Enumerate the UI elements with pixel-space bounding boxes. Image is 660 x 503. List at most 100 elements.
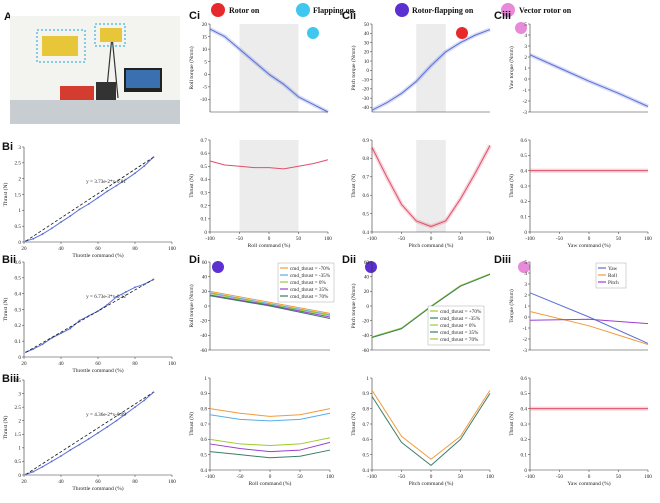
y-tick-label: 5 [204,60,207,66]
data-point [97,432,99,434]
chart-Di-top: -60 -40 -20 0 20 40 60 Roll torque (Nmm) cmd_thr… [188,260,335,354]
y-tick-label: 3 [18,145,21,151]
data-point [87,314,90,317]
y-tick-label: 0 [18,240,21,246]
rotor-on-label: Rotor on [229,6,260,15]
y-tick-label: 1 [524,304,527,310]
data-point [97,196,99,199]
y-axis-label: Thrust (N) [350,174,357,198]
y-tick-label: 0.4 [15,291,22,297]
series-line-1 [209,412,331,422]
y-tick-label: 0 [204,304,207,310]
y-tick-label: 1 [366,376,369,382]
shaded-region [239,140,299,232]
data-point [87,203,90,205]
flapping-on-dot [296,3,310,17]
data-point [97,310,99,312]
legend-entry: cmd_thrust = 0% [440,323,476,329]
y-axis-label: Thrust (N) [188,412,195,436]
y-tick-label: 0 [366,68,369,74]
y-axis-label: Pitch torque (Nmm) [350,283,357,328]
series-line-2 [529,318,649,325]
chart-Ciii-top: -3 -2 -1 0 1 2 3 4 5 Yaw torque (Nmm) [508,22,649,116]
x-tick-label: 50 [616,474,622,480]
x-tick-label: 20 [21,361,27,367]
y-axis-label: Thrust (N) [508,174,515,198]
rotor-on-dot [211,3,225,17]
x-tick-label: 80 [132,361,138,367]
data-point [106,190,109,193]
y-tick-label: 10 [364,59,370,65]
y-tick-label: 0.4 [363,230,370,236]
x-tick-label: 80 [132,479,138,485]
y-tick-label: 0.5 [521,391,528,397]
data-point [134,172,136,175]
x-tick-label: -50 [556,236,563,242]
Cii-rotor-marker [456,27,468,39]
legend-flapping-on: Flapping on [296,3,355,17]
Di-marker [212,261,224,273]
data-point [78,443,81,446]
data-point [124,178,127,181]
y-axis-label: Roll torque (Nmm) [188,46,195,89]
shaded-region [416,140,446,232]
y-tick-label: 0 [524,77,527,83]
y-tick-label: 0 [204,72,207,78]
panel-label-Bi: Bi [2,141,13,153]
x-tick-label: 60 [95,246,101,252]
series-line-1 [371,393,491,466]
y-tick-label: -5 [203,85,208,91]
data-point [115,295,118,298]
y-tick-label: -10 [362,77,369,83]
data-point [69,215,72,217]
x-tick-label: 50 [296,236,302,242]
y-tick-label: 0.8 [363,156,370,162]
fit-line [25,391,154,475]
y-tick-label: 0.5 [201,452,208,458]
y-tick-label: 3.5 [15,378,22,384]
x-tick-label: -100 [205,474,215,480]
panel-label-Biii: Biii [2,373,19,385]
series-line-2 [209,437,331,446]
y-tick-label: -40 [362,333,369,339]
y-tick-label: -3 [523,348,528,354]
y-tick-label: 1 [18,446,21,452]
x-tick-label: -50 [236,236,243,242]
x-axis-label: Roll command (%) [248,242,291,249]
legend-vector-rotor-on: Vector rotor on [501,3,572,17]
series-line-4 [209,449,331,459]
x-tick-label: 0 [430,474,433,480]
x-tick-label: 100 [486,236,494,242]
series-line-0 [371,29,491,111]
y-tick-label: 1 [18,208,21,214]
y-tick-label: 0 [18,473,21,479]
y-tick-label: 2 [524,293,527,299]
y-tick-label: 2.5 [15,405,22,411]
y-tick-label: -2 [523,337,528,343]
y-tick-label: 2 [18,176,21,182]
legend-entry: cmd_thrust = +70% [440,309,482,315]
y-tick-label: 20 [364,50,370,56]
legend-rotor-flapping-on: Rotor-flapping on [395,3,474,17]
data-point [32,470,35,473]
y-tick-label: 0.5 [15,224,22,230]
series-line-0 [371,389,491,460]
data-point [134,286,136,289]
shaded-region [416,24,446,112]
x-tick-label: 100 [644,474,652,480]
y-tick-label: -1 [523,326,528,332]
data-point [152,156,155,159]
y-tick-label: 1.5 [15,192,22,198]
y-tick-label: 0.4 [201,468,208,474]
y-tick-label: 2 [18,419,21,425]
x-tick-label: 0 [588,236,591,242]
x-tick-label: 100 [486,474,494,480]
y-axis-label: Roll torque (Nmm) [188,284,195,327]
series-line-0 [529,54,649,107]
x-axis-label: Roll command (%) [249,480,292,487]
y-tick-label: -2 [523,99,528,105]
y-tick-label: 0.6 [201,437,208,443]
chart-Cii-bottom: 0.4 0.5 0.6 0.7 0.8 0.9 -100 -50 0 50 100 Pitch com… [350,138,494,249]
legend-entry: cmd_thrust = -35% [290,273,331,279]
y-tick-label: 0.8 [201,406,208,412]
